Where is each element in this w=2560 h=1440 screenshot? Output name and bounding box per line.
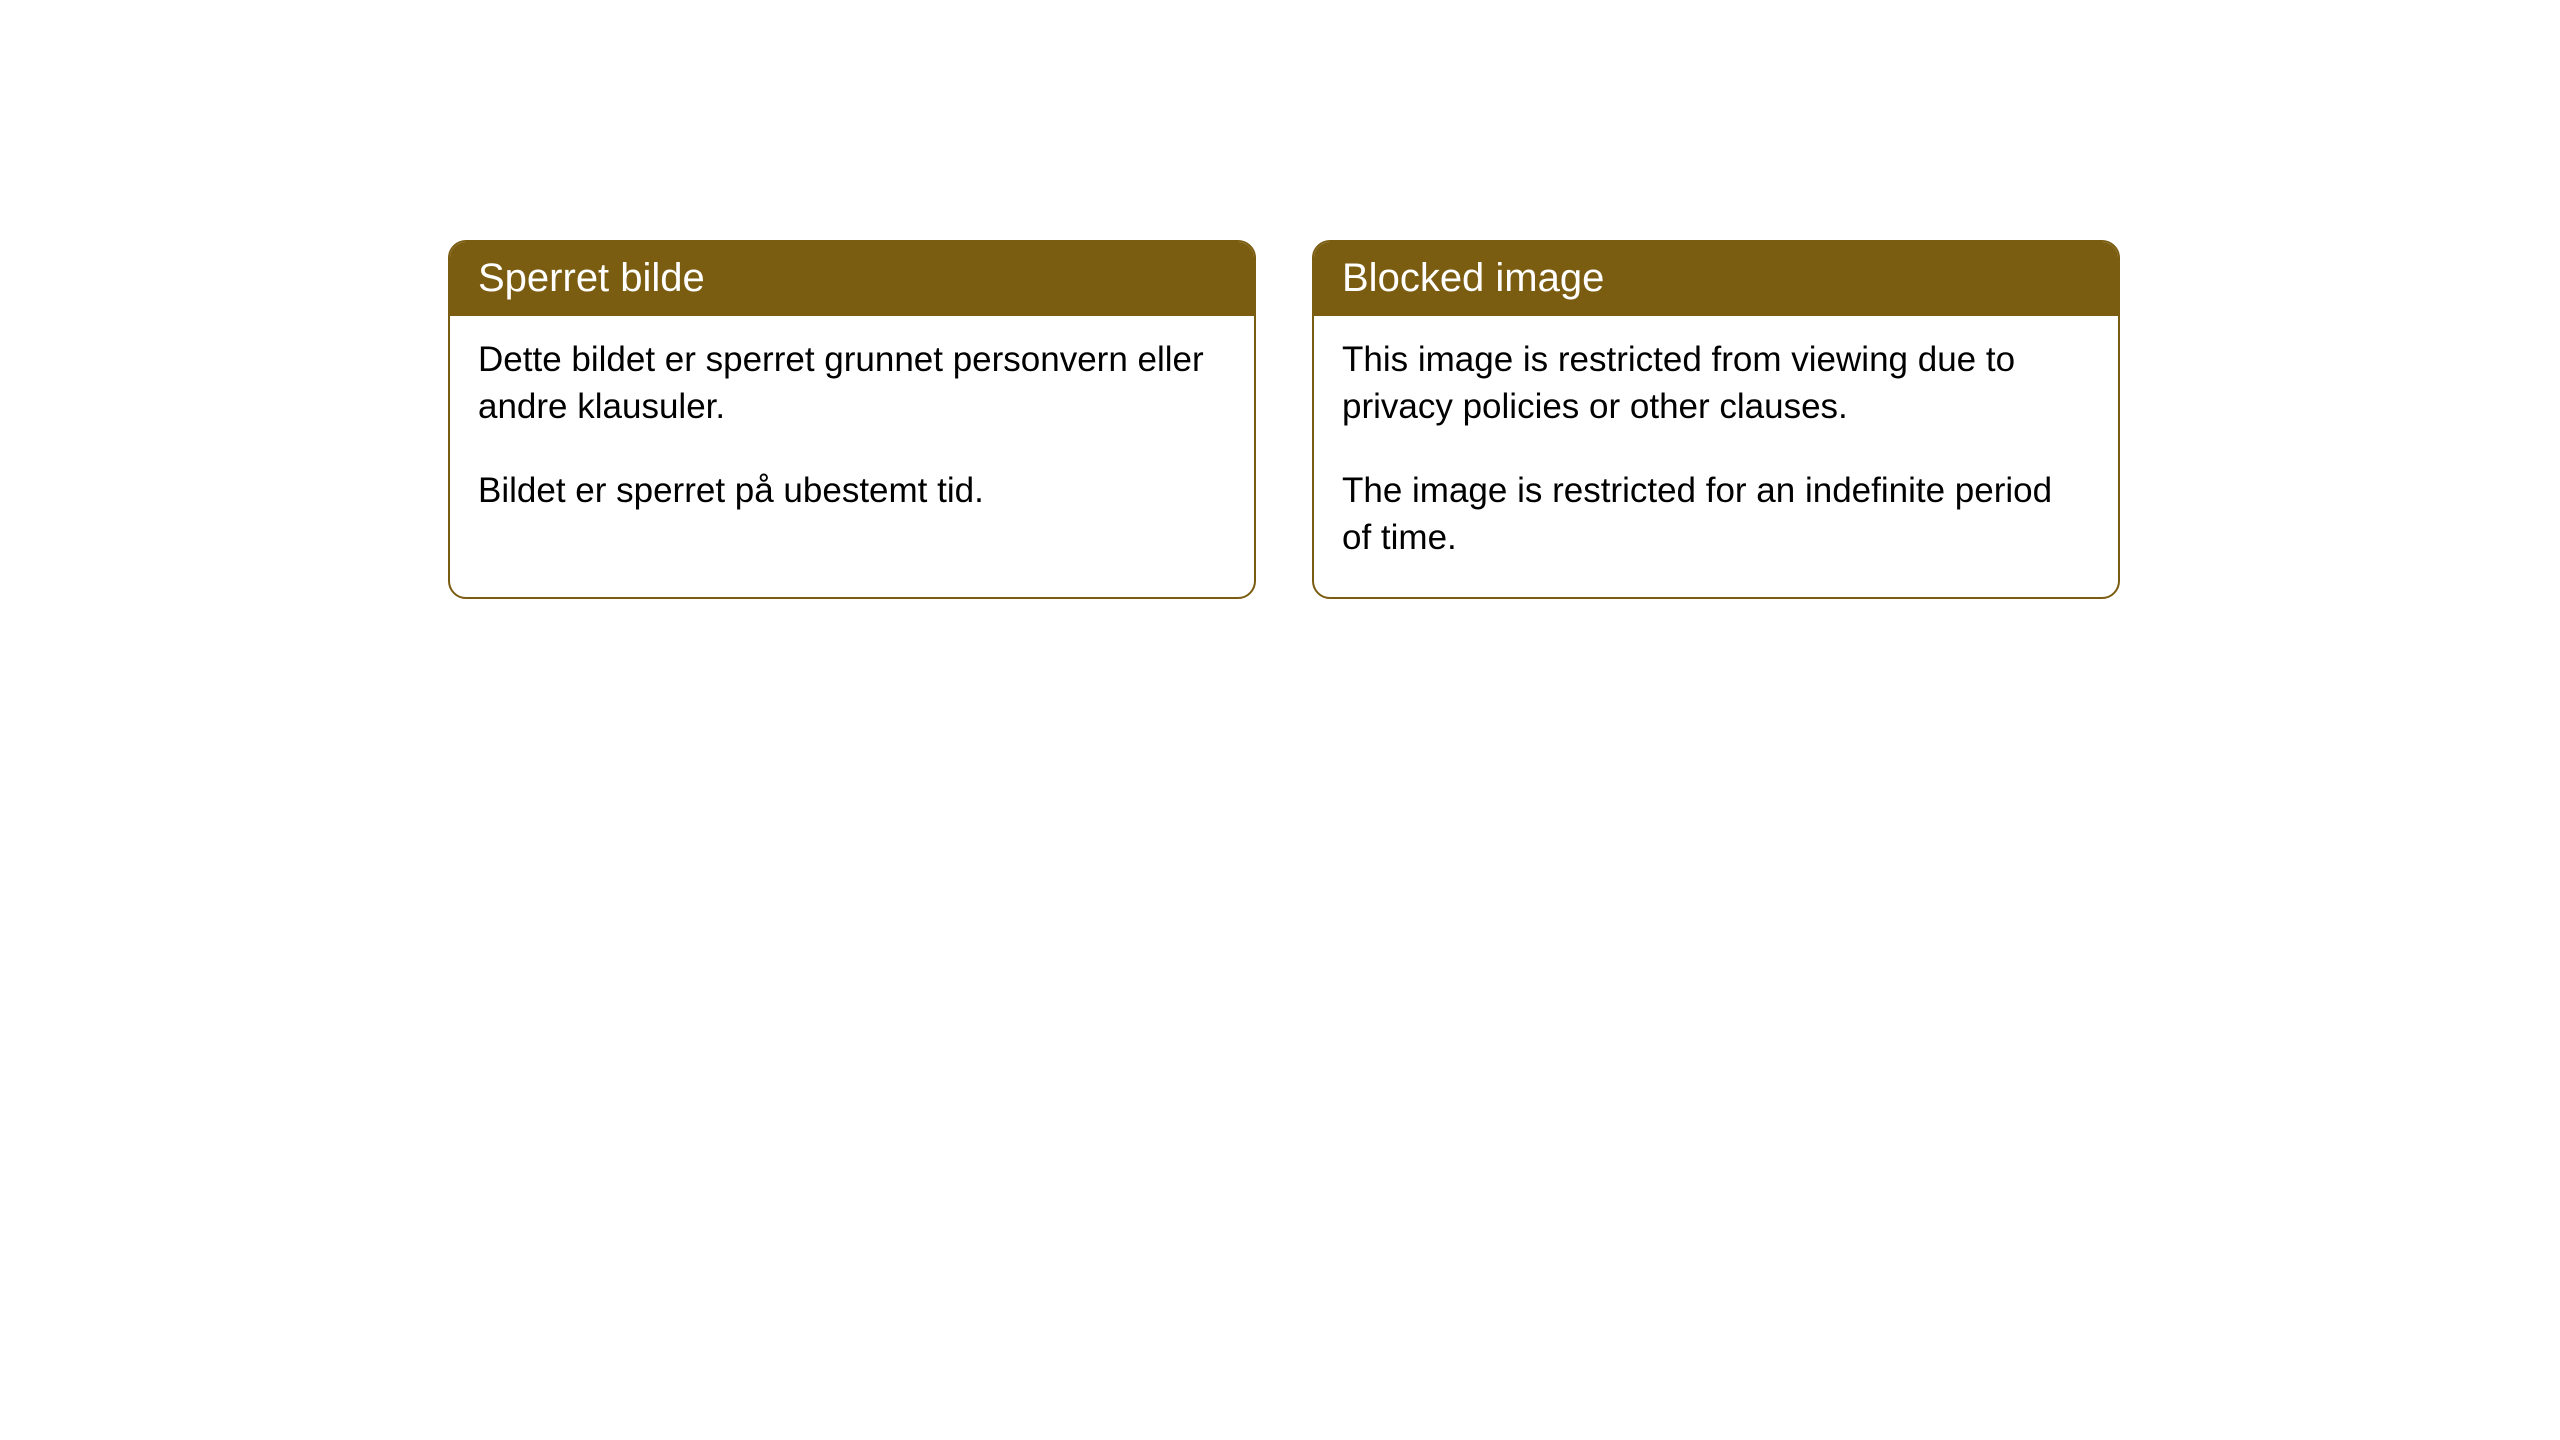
notice-card-english: Blocked image This image is restricted f… xyxy=(1312,240,2120,599)
notice-card-norwegian: Sperret bilde Dette bildet er sperret gr… xyxy=(448,240,1256,599)
card-paragraph-2: Bildet er sperret på ubestemt tid. xyxy=(478,467,1226,514)
card-paragraph-1: This image is restricted from viewing du… xyxy=(1342,336,2090,431)
card-paragraph-1: Dette bildet er sperret grunnet personve… xyxy=(478,336,1226,431)
notice-container: Sperret bilde Dette bildet er sperret gr… xyxy=(0,0,2560,599)
card-header: Sperret bilde xyxy=(450,242,1254,316)
card-body: This image is restricted from viewing du… xyxy=(1314,316,2118,597)
card-title: Blocked image xyxy=(1342,256,1604,300)
card-header: Blocked image xyxy=(1314,242,2118,316)
card-body: Dette bildet er sperret grunnet personve… xyxy=(450,316,1254,550)
card-paragraph-2: The image is restricted for an indefinit… xyxy=(1342,467,2090,562)
card-title: Sperret bilde xyxy=(478,256,705,300)
